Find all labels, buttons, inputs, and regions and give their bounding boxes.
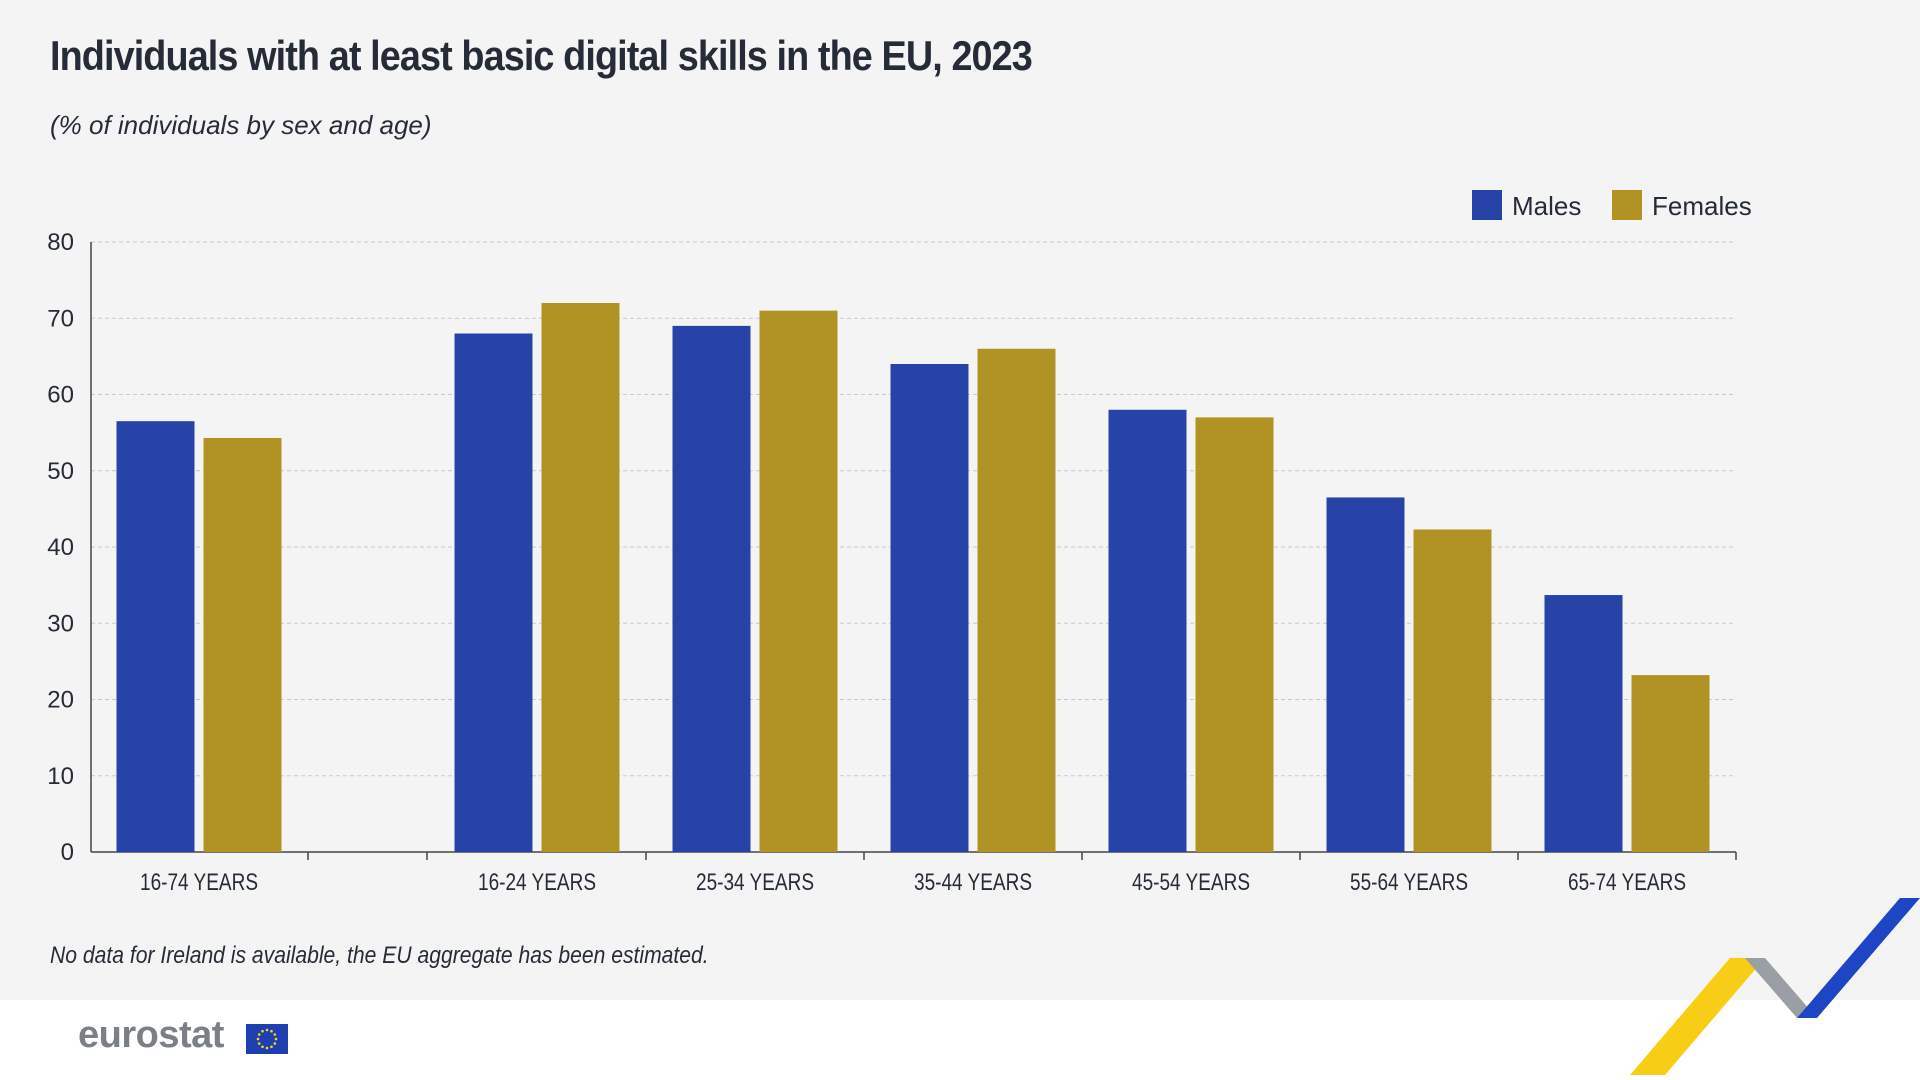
flag-star (256, 1037, 260, 1041)
flag-star (261, 1045, 264, 1049)
bar-males-6 (1544, 595, 1623, 852)
bar-females-6 (1631, 675, 1710, 852)
flag-star (261, 1029, 264, 1033)
eurostat-logo[interactable]: eurostat (78, 1014, 224, 1056)
flag-star (265, 1028, 269, 1032)
flag-star (257, 1033, 261, 1036)
legend-swatch-males (1472, 190, 1502, 220)
flag-star (257, 1042, 261, 1045)
bar-males-0 (116, 421, 195, 852)
bar-females-0 (203, 437, 282, 852)
eu-flag-icon (246, 1024, 288, 1054)
x-tick-label: 16-74 YEARS (140, 869, 258, 896)
y-tick-label: 70 (47, 305, 74, 332)
x-tick-label: 55-64 YEARS (1350, 869, 1468, 896)
y-tick-label: 40 (47, 534, 74, 561)
flag-star (273, 1033, 277, 1036)
bar-females-2 (759, 310, 838, 852)
x-tick-label: 65-74 YEARS (1568, 869, 1686, 896)
chart-subtitle: (% of individuals by sex and age) (50, 110, 432, 140)
footnote: No data for Ireland is available, the EU… (50, 942, 709, 969)
x-tick-label: 45-54 YEARS (1132, 869, 1250, 896)
bar-females-5 (1413, 529, 1492, 852)
flag-star (274, 1037, 278, 1041)
y-tick-label: 30 (47, 610, 74, 637)
bar-males-3 (890, 364, 969, 852)
x-tick-label: 25-34 YEARS (696, 869, 814, 896)
x-tick-label: 16-24 YEARS (478, 869, 596, 896)
bar-females-3 (977, 348, 1056, 852)
legend-label-males: Males (1512, 191, 1581, 221)
chart-title: Individuals with at least basic digital … (50, 32, 1033, 79)
bar-females-1 (541, 303, 620, 852)
y-tick-label: 10 (47, 763, 74, 790)
y-tick-label: 50 (47, 458, 74, 485)
bar-males-1 (454, 333, 533, 852)
y-tick-label: 0 (61, 839, 74, 866)
bar-males-4 (1108, 409, 1187, 852)
bar-chart: 0 10 20 30 40 50 60 70 80 16-74 YEARS 16-24 YEARS 2… (47, 190, 1752, 896)
flag-star (270, 1029, 273, 1033)
y-tick-label: 60 (47, 382, 74, 409)
flag-star (265, 1046, 269, 1050)
y-tick-label: 80 (47, 229, 74, 256)
bar-males-2 (672, 325, 751, 852)
footer (0, 1000, 1920, 1080)
x-tick-label: 35-44 YEARS (914, 869, 1032, 896)
flag-star (273, 1042, 277, 1045)
flag-star (270, 1045, 273, 1049)
y-tick-label: 20 (47, 687, 74, 714)
legend-label-females: Females (1652, 191, 1752, 221)
bar-males-5 (1326, 497, 1405, 852)
legend-swatch-females (1612, 190, 1642, 220)
bar-females-4 (1195, 417, 1274, 852)
